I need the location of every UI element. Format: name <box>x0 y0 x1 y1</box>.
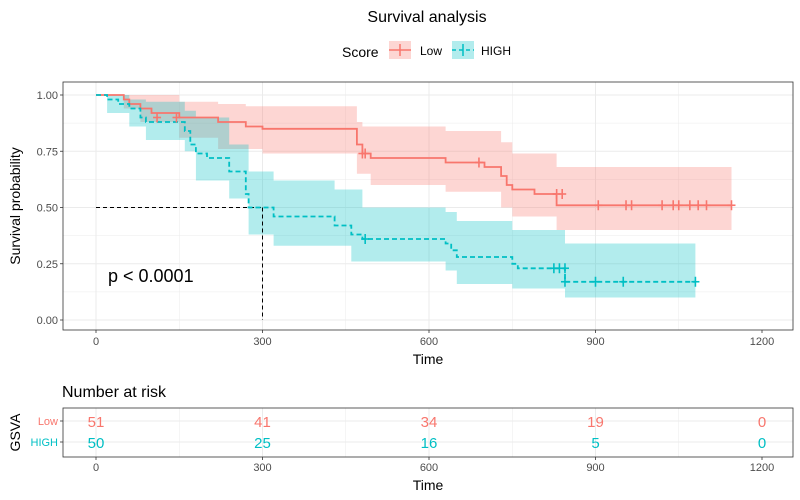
censor-mark-low <box>627 200 636 211</box>
y-tick-label: 0.75 <box>37 146 58 158</box>
risk-y-axis-label: GSVA <box>7 413 23 452</box>
risk-x-tick-label: 300 <box>253 462 271 474</box>
censor-mark-low <box>594 200 603 211</box>
legend: Score Low HIGH <box>342 41 511 60</box>
censor-mark-low <box>685 200 694 211</box>
x-axis-label: Time <box>413 351 444 367</box>
censor-mark-high <box>361 234 370 244</box>
risk-table-title: Number at risk <box>62 384 167 401</box>
risk-x-tick-label: 1200 <box>750 462 774 474</box>
censor-marks <box>153 112 736 287</box>
y-tick-label: 1.00 <box>37 90 58 102</box>
censor-mark-low <box>361 148 370 159</box>
legend-label-high: HIGH <box>481 44 511 58</box>
main-axis-ticks: 0 300 600 900 1200 0.00 0.25 0.50 0.75 1.00 <box>37 90 775 348</box>
risk-x-tick-label: 0 <box>93 462 99 474</box>
censor-mark-low <box>694 200 703 211</box>
censor-mark-high <box>619 276 628 287</box>
risk-cell-high: 5 <box>591 435 599 452</box>
confidence-band-low <box>96 95 732 235</box>
p-value-annotation: p < 0.0001 <box>108 266 194 286</box>
risk-row-label-high: HIGH <box>31 437 59 449</box>
risk-axis-ticks: 0 300 600 900 1200 <box>60 420 774 474</box>
censor-mark-high <box>691 276 700 287</box>
censor-mark-high <box>591 276 600 287</box>
risk-cell-low: 34 <box>421 414 438 431</box>
censor-mark-low <box>172 112 181 123</box>
risk-cell-low: 41 <box>254 414 271 431</box>
x-tick-label: 900 <box>586 336 604 348</box>
risk-cell-low: 19 <box>587 414 604 431</box>
censor-mark-high <box>560 263 569 274</box>
x-tick-label: 600 <box>420 336 438 348</box>
risk-x-axis-label: Time <box>413 477 444 493</box>
confidence-band-high <box>96 95 696 298</box>
risk-row-label-low: Low <box>38 416 58 428</box>
risk-x-tick-label: 900 <box>586 462 604 474</box>
x-tick-label: 300 <box>253 336 271 348</box>
legend-label-low: Low <box>420 44 442 58</box>
censor-mark-low <box>558 189 567 199</box>
y-tick-label: 0.50 <box>37 203 58 215</box>
risk-cell-high: 25 <box>254 435 271 452</box>
censor-mark-low <box>727 200 736 211</box>
median-survival-lines <box>96 207 263 320</box>
risk-panel-border <box>62 407 794 458</box>
censor-mark-high <box>560 276 569 287</box>
censor-mark-low <box>474 157 483 168</box>
chart-title: Survival analysis <box>367 9 486 26</box>
risk-cell-low: 0 <box>758 414 766 431</box>
y-tick-label: 0.00 <box>37 315 58 327</box>
risk-cell-high: 16 <box>421 435 438 452</box>
censor-mark-low <box>658 200 667 211</box>
x-tick-label: 0 <box>93 336 99 348</box>
confidence-bands <box>96 95 732 298</box>
risk-cell-low: 51 <box>88 414 105 431</box>
y-axis-label: Survival probability <box>7 147 23 265</box>
risk-cell-high: 50 <box>88 435 105 452</box>
censor-mark-low <box>702 200 711 211</box>
x-tick-label: 1200 <box>750 336 774 348</box>
main-panel-border <box>62 81 794 331</box>
censor-mark-low <box>153 112 162 123</box>
risk-gridlines <box>63 408 793 457</box>
survival-curve-high <box>96 94 696 283</box>
legend-title: Score <box>342 44 379 60</box>
risk-x-tick-label: 600 <box>420 462 438 474</box>
risk-cell-high: 0 <box>758 435 766 452</box>
y-tick-label: 0.25 <box>37 259 58 271</box>
censor-mark-low <box>674 200 683 211</box>
